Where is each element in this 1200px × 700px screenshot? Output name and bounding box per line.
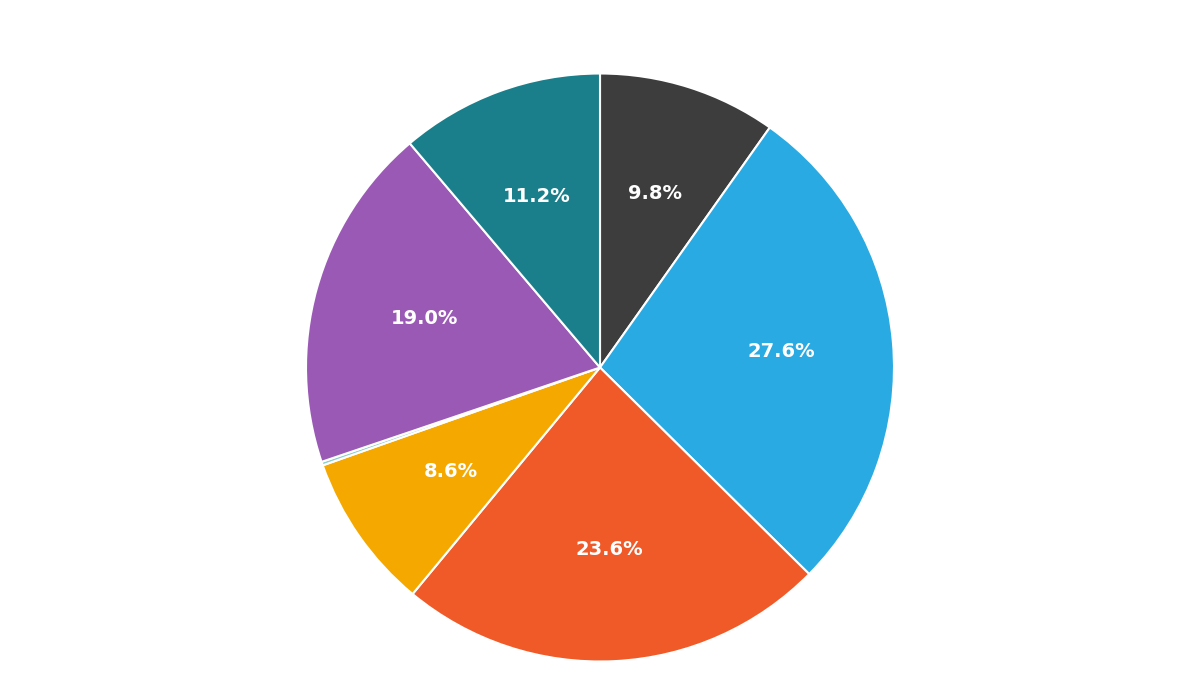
Text: 23.6%: 23.6% xyxy=(575,540,643,559)
Text: 27.6%: 27.6% xyxy=(748,342,815,361)
Text: 19.0%: 19.0% xyxy=(391,309,458,328)
Text: 9.8%: 9.8% xyxy=(629,184,683,203)
Wedge shape xyxy=(600,74,770,368)
Text: 8.6%: 8.6% xyxy=(424,462,478,482)
Wedge shape xyxy=(323,368,600,594)
Wedge shape xyxy=(409,74,600,368)
Text: 11.2%: 11.2% xyxy=(503,187,571,206)
Wedge shape xyxy=(600,127,894,574)
Wedge shape xyxy=(413,368,809,662)
Wedge shape xyxy=(322,368,600,466)
Wedge shape xyxy=(306,144,600,462)
